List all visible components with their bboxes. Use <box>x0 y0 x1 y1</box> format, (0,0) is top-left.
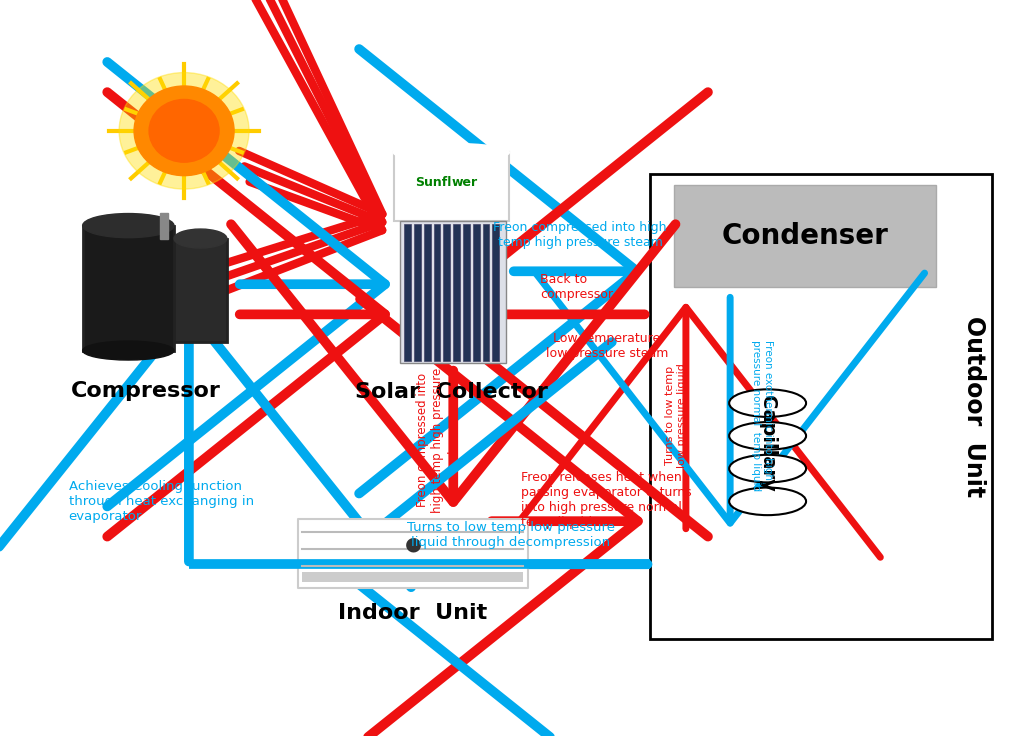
Text: ●: ● <box>405 535 421 554</box>
Ellipse shape <box>730 487 806 515</box>
Ellipse shape <box>83 213 174 238</box>
Bar <box>473 224 480 361</box>
Text: Back to
compressor: Back to compressor <box>540 272 613 300</box>
Bar <box>297 519 528 587</box>
Ellipse shape <box>174 229 227 248</box>
Text: Compressor: Compressor <box>70 381 221 400</box>
Text: Freon releases heat when
passing evaporator & turns
into high pressure normal
te: Freon releases heat when passing evapora… <box>520 471 691 529</box>
Bar <box>414 224 421 361</box>
Ellipse shape <box>730 389 806 417</box>
Text: Turns to low temp low pressure
liquid through decompression: Turns to low temp low pressure liquid th… <box>407 521 615 549</box>
Text: Freon compressed into
high temp high pressure
steam: Freon compressed into high temp high pre… <box>416 367 459 513</box>
Bar <box>84 226 174 350</box>
Bar <box>674 185 936 287</box>
Ellipse shape <box>83 341 174 360</box>
Bar <box>650 174 992 640</box>
Text: Freon compressed into high
temp high pressure steam: Freon compressed into high temp high pre… <box>493 221 667 249</box>
Text: Turns to low temp
low pressure liquid: Turns to low temp low pressure liquid <box>666 363 687 467</box>
Text: Condenser: Condenser <box>721 222 889 250</box>
Bar <box>424 224 430 361</box>
Bar <box>463 224 470 361</box>
Bar <box>492 224 499 361</box>
Ellipse shape <box>730 455 806 482</box>
Text: Achieves Cooling function
through heat exchanging in
evaporator: Achieves Cooling function through heat e… <box>69 480 254 523</box>
Text: Low temperature
low pressure steam: Low temperature low pressure steam <box>546 332 669 360</box>
Circle shape <box>149 99 219 162</box>
Ellipse shape <box>393 144 509 161</box>
Text: Solar  Collector: Solar Collector <box>355 383 548 403</box>
Text: Outdoor  Unit: Outdoor Unit <box>962 316 987 497</box>
Bar <box>433 224 441 361</box>
Bar <box>160 213 168 238</box>
Bar <box>174 238 227 342</box>
Bar <box>393 152 509 222</box>
Text: Capillary: Capillary <box>759 395 777 492</box>
Bar <box>444 224 450 361</box>
Text: Freon exothermic into high
pressure normal  temp liquid: Freon exothermic into high pressure norm… <box>751 339 773 491</box>
Ellipse shape <box>730 422 806 450</box>
Bar <box>483 224 489 361</box>
Circle shape <box>134 86 234 176</box>
Bar <box>400 222 506 364</box>
Bar <box>405 224 411 361</box>
Bar <box>302 572 523 582</box>
Text: Indoor  Unit: Indoor Unit <box>338 603 487 623</box>
Circle shape <box>119 73 249 189</box>
Text: Sunfl: Sunfl <box>415 176 451 189</box>
Bar <box>453 224 460 361</box>
Text: wer: wer <box>451 176 478 189</box>
